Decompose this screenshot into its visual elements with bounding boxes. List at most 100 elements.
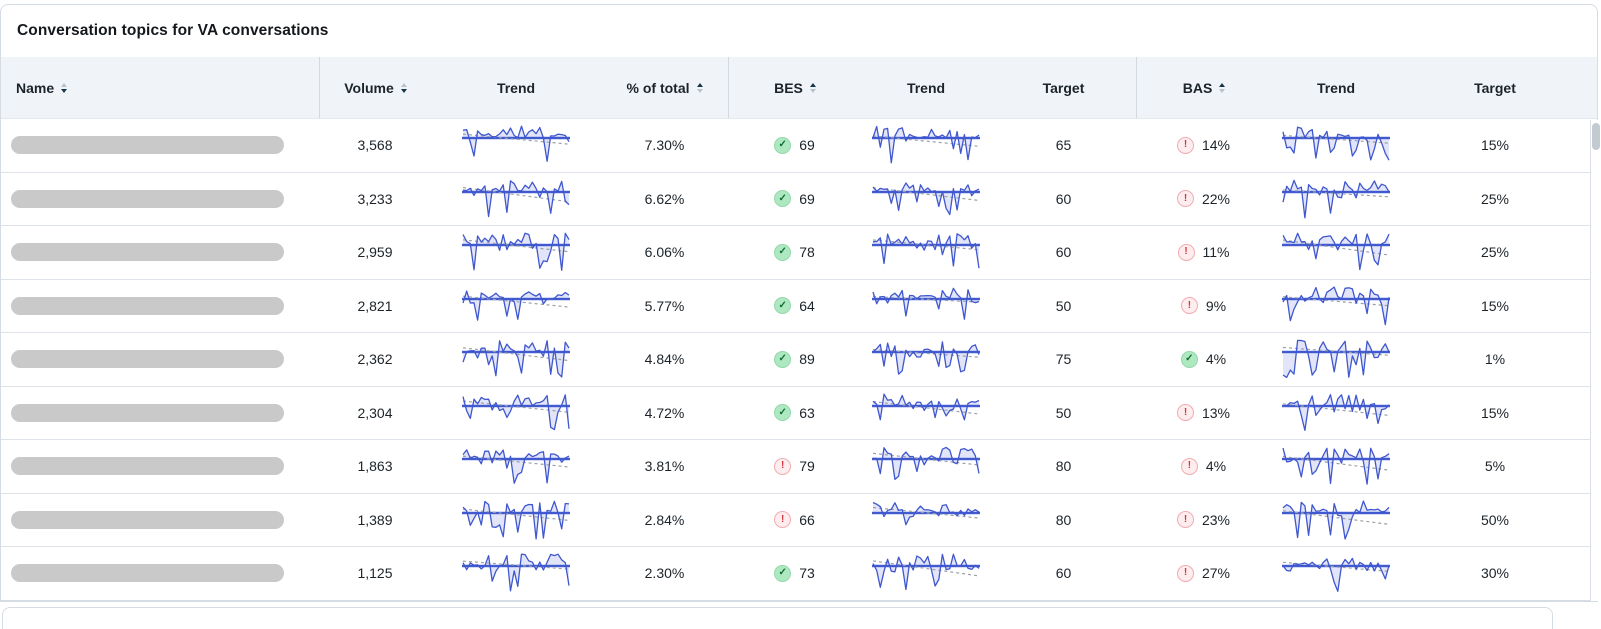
bes-score: ✓63 bbox=[728, 387, 861, 440]
bas-target-value: 25% bbox=[1401, 173, 1589, 226]
bas-score-value: 4% bbox=[1206, 458, 1226, 474]
volume-value: 2,821 bbox=[319, 280, 431, 333]
bas-target-value: 30% bbox=[1401, 547, 1589, 600]
sort-descending-icon bbox=[61, 83, 67, 93]
table-body: 3,5687.30%✓6965!14%15%3,2336.62%✓6960!22… bbox=[1, 119, 1590, 601]
warning-icon: ! bbox=[1177, 565, 1194, 582]
table-header: Name Volume Trend % of total BES Trend T… bbox=[1, 57, 1597, 119]
bas-target-value: 50% bbox=[1401, 494, 1589, 547]
bas-target-value: 5% bbox=[1401, 440, 1589, 493]
topic-name-placeholder bbox=[11, 297, 284, 315]
topic-name-cell bbox=[1, 440, 319, 493]
bes-score: ✓78 bbox=[728, 226, 861, 279]
trend-sparkline bbox=[870, 550, 982, 596]
checkmark-filled-icon: ✓ bbox=[774, 244, 791, 261]
topic-name-cell bbox=[1, 494, 319, 547]
column-header-bas-target: Target bbox=[1401, 57, 1589, 118]
bas-trend-cell bbox=[1271, 280, 1401, 333]
volume-value: 2,362 bbox=[319, 333, 431, 386]
vertical-scrollbar[interactable] bbox=[1590, 120, 1599, 601]
bes-target-value: 60 bbox=[991, 226, 1136, 279]
bas-trend-cell bbox=[1271, 440, 1401, 493]
bas-score-value: 23% bbox=[1202, 512, 1230, 528]
column-header-percent-of-total[interactable]: % of total bbox=[601, 57, 728, 118]
trend-sparkline bbox=[460, 229, 572, 275]
bes-trend-cell bbox=[861, 387, 991, 440]
column-header-name[interactable]: Name bbox=[1, 57, 319, 118]
trend-sparkline bbox=[870, 336, 982, 382]
topic-name-cell bbox=[1, 280, 319, 333]
bes-score: ✓69 bbox=[728, 119, 861, 172]
trend-sparkline bbox=[1280, 283, 1392, 329]
bas-target-value: 1% bbox=[1401, 333, 1589, 386]
trend-sparkline bbox=[460, 443, 572, 489]
volume-trend-cell bbox=[431, 547, 601, 600]
bes-target-value: 65 bbox=[991, 119, 1136, 172]
topic-name-cell bbox=[1, 547, 319, 600]
sort-ascending-icon bbox=[1219, 83, 1225, 93]
volume-trend-cell bbox=[431, 119, 601, 172]
volume-value: 2,304 bbox=[319, 387, 431, 440]
percent-of-total-value: 6.06% bbox=[601, 226, 728, 279]
column-header-label: Trend bbox=[497, 80, 535, 96]
bes-target-value: 50 bbox=[991, 387, 1136, 440]
bes-score: !79 bbox=[728, 440, 861, 493]
column-header-bes[interactable]: BES bbox=[728, 57, 861, 118]
bes-target-value: 60 bbox=[991, 547, 1136, 600]
table-row[interactable]: 3,2336.62%✓6960!22%25% bbox=[1, 173, 1590, 227]
percent-of-total-value: 2.84% bbox=[601, 494, 728, 547]
bes-score: ! 66 bbox=[728, 494, 861, 547]
bes-trend-cell bbox=[861, 119, 991, 172]
table-row[interactable]: 1,1252.30%✓7360!27%30% bbox=[1, 547, 1590, 601]
bas-score-value: 22% bbox=[1202, 191, 1230, 207]
vertical-scrollbar-thumb[interactable] bbox=[1592, 123, 1600, 150]
bes-score: ✓64 bbox=[728, 280, 861, 333]
column-header-label: Trend bbox=[907, 80, 945, 96]
percent-of-total-value: 2.30% bbox=[601, 547, 728, 600]
trend-sparkline bbox=[870, 443, 982, 489]
trend-sparkline bbox=[1280, 176, 1392, 222]
bes-score: ✓73 bbox=[728, 547, 861, 600]
bas-score: ✓4% bbox=[1136, 333, 1271, 386]
warning-icon: ! bbox=[1177, 137, 1194, 154]
table-row[interactable]: 1,3892.84%!6680!23%50% bbox=[1, 494, 1590, 548]
bas-trend-cell bbox=[1271, 226, 1401, 279]
bes-score-value: 89 bbox=[799, 351, 815, 367]
bas-score: !4% bbox=[1136, 440, 1271, 493]
topic-name-placeholder bbox=[11, 243, 284, 261]
table-row[interactable]: 2,3044.72%✓6350!13%15% bbox=[1, 387, 1590, 441]
column-header-label: Target bbox=[1474, 80, 1516, 96]
bes-target-value: 80 bbox=[991, 494, 1136, 547]
topic-name-cell bbox=[1, 119, 319, 172]
column-header-bas-trend: Trend bbox=[1271, 57, 1401, 118]
trend-sparkline bbox=[460, 176, 572, 222]
trend-sparkline bbox=[1280, 336, 1392, 382]
bes-score-value: 69 bbox=[799, 191, 815, 207]
column-header-label: BAS bbox=[1183, 80, 1213, 96]
column-header-label: % of total bbox=[627, 80, 690, 96]
column-header-label: Name bbox=[16, 80, 54, 96]
table-row[interactable]: 1,8633.81%!7980!4%5% bbox=[1, 440, 1590, 494]
column-header-volume[interactable]: Volume bbox=[319, 57, 431, 118]
column-header-bes-trend: Trend bbox=[861, 57, 991, 118]
bes-target-value: 60 bbox=[991, 173, 1136, 226]
percent-of-total-value: 3.81% bbox=[601, 440, 728, 493]
column-header-bes-target: Target bbox=[991, 57, 1136, 118]
bes-score: ✓89 bbox=[728, 333, 861, 386]
column-header-bas[interactable]: BAS bbox=[1136, 57, 1271, 118]
table-row[interactable]: 2,3624.84%✓8975✓4%1% bbox=[1, 333, 1590, 387]
trend-sparkline bbox=[870, 229, 982, 275]
warning-icon: ! bbox=[774, 511, 791, 528]
trend-sparkline bbox=[460, 336, 572, 382]
bes-trend-cell bbox=[861, 226, 991, 279]
sort-descending-icon bbox=[401, 83, 407, 93]
table-row[interactable]: 3,5687.30%✓6965!14%15% bbox=[1, 119, 1590, 173]
topic-name-placeholder bbox=[11, 350, 284, 368]
table-row[interactable]: 2,8215.77%✓6450!9%15% bbox=[1, 280, 1590, 334]
warning-icon: ! bbox=[1181, 297, 1198, 314]
volume-trend-cell bbox=[431, 440, 601, 493]
sort-ascending-icon bbox=[810, 83, 816, 93]
trend-sparkline bbox=[1280, 122, 1392, 168]
bes-score-value: 66 bbox=[799, 512, 815, 528]
table-row[interactable]: 2,9596.06%✓7860!11%25% bbox=[1, 226, 1590, 280]
